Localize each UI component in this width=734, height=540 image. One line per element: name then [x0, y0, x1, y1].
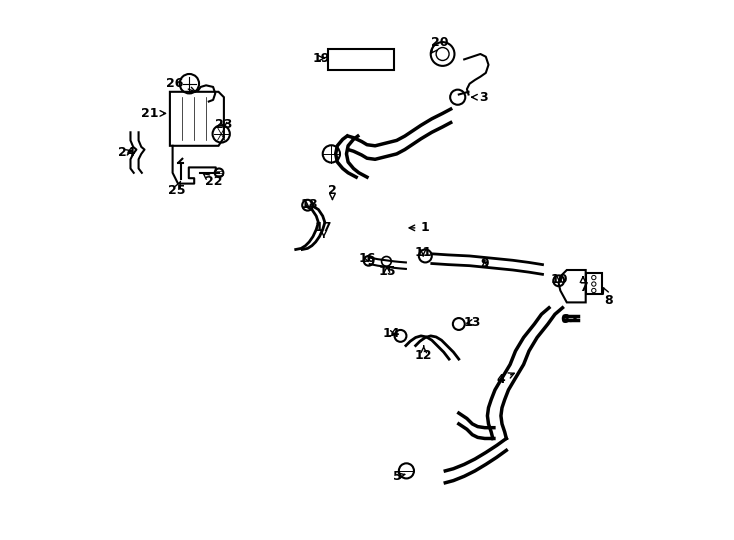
Text: 23: 23 [215, 118, 233, 131]
Text: 18: 18 [300, 198, 318, 211]
Text: 12: 12 [415, 346, 432, 362]
Text: 8: 8 [603, 288, 613, 307]
Text: 10: 10 [551, 273, 569, 286]
Text: 24: 24 [118, 146, 136, 159]
Text: 13: 13 [464, 316, 481, 329]
Text: 25: 25 [167, 181, 185, 197]
Text: 3: 3 [472, 91, 487, 104]
Text: 22: 22 [203, 173, 223, 188]
Text: 6: 6 [560, 313, 576, 326]
Text: 7: 7 [578, 277, 587, 294]
Text: 2: 2 [328, 184, 337, 200]
Text: 9: 9 [481, 257, 489, 270]
Text: 11: 11 [415, 246, 432, 259]
Text: 4: 4 [496, 373, 515, 386]
Text: 16: 16 [358, 252, 376, 265]
Text: 26: 26 [166, 77, 195, 92]
Text: 15: 15 [378, 265, 396, 278]
Text: 20: 20 [431, 36, 448, 53]
Text: 17: 17 [315, 221, 333, 237]
Text: 19: 19 [313, 52, 330, 65]
Text: 1: 1 [409, 221, 429, 234]
Text: 14: 14 [382, 327, 400, 340]
Text: 21: 21 [141, 107, 166, 120]
Text: 5: 5 [393, 470, 404, 483]
